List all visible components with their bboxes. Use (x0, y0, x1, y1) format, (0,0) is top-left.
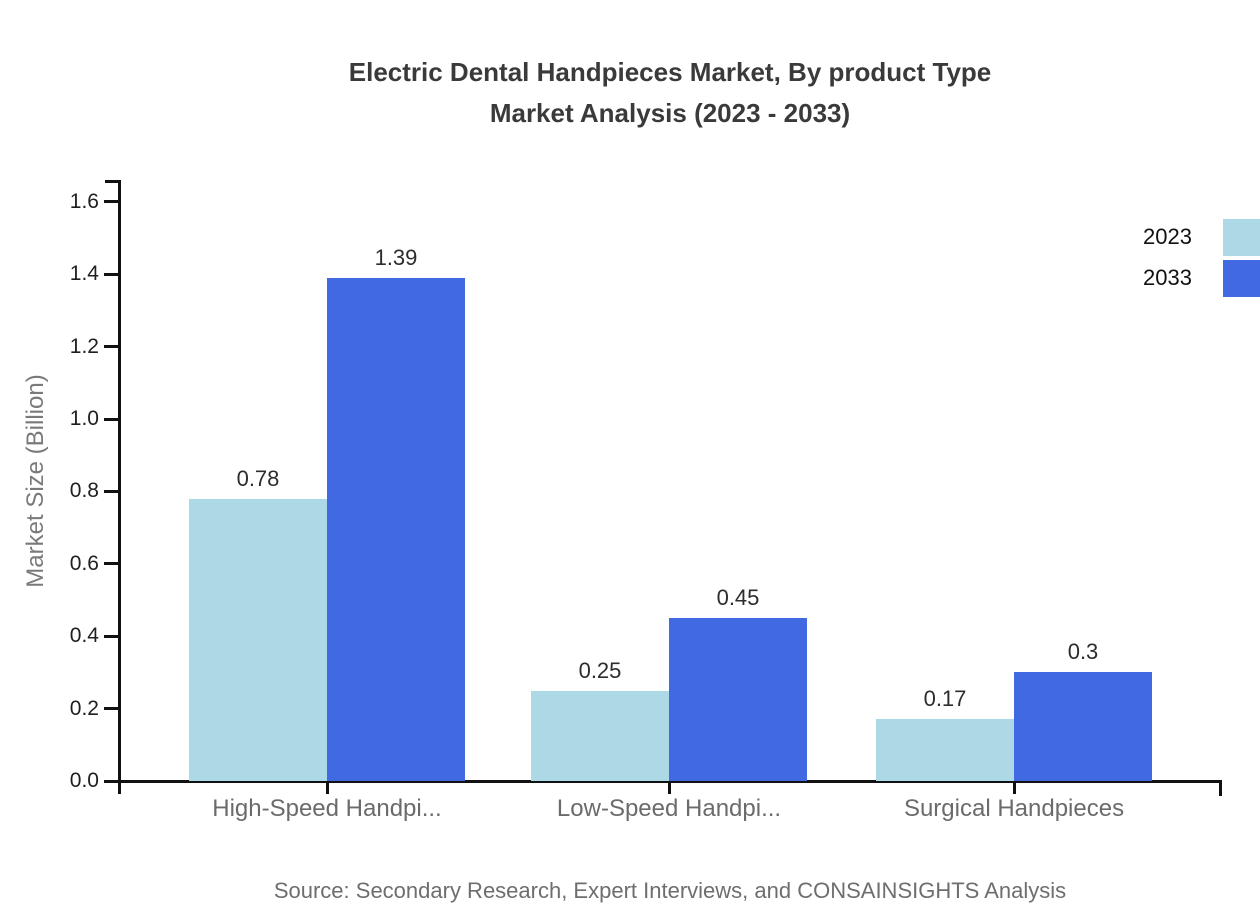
y-tick (104, 417, 120, 421)
bar-value-label: 0.45 (716, 585, 760, 611)
y-tick (104, 634, 120, 638)
bar-value-label: 0.25 (578, 657, 622, 683)
x-category-label: High-Speed Handpi... (212, 795, 442, 822)
x-tick (667, 781, 671, 794)
chart-title-line1: Electric Dental Handpieces Market, By pr… (348, 57, 992, 87)
y-tick-label: 0.4 (69, 624, 99, 648)
chart-title-line2: Market Analysis (2023 - 2033) (489, 98, 851, 128)
bar-2023-2 (531, 690, 669, 781)
bar-value-label: 1.39 (374, 244, 418, 270)
y-tick-label: 0.6 (69, 551, 99, 575)
bar-2023-3 (876, 719, 1014, 781)
bar-2023-1 (189, 498, 327, 781)
source-note: Source: Secondary Research, Expert Inter… (273, 878, 1067, 903)
x-category-label: Low-Speed Handpi... (556, 795, 782, 822)
bar-2033-3 (1014, 672, 1152, 781)
legend-swatch-2023 (1223, 219, 1260, 256)
x-tick (325, 781, 329, 794)
y-axis-end-tick (105, 180, 121, 183)
y-tick-label: 0.2 (69, 696, 99, 720)
y-axis-line (118, 180, 121, 794)
x-axis-end-tick (1219, 781, 1222, 796)
y-tick (104, 489, 120, 493)
y-tick-label: 1.6 (69, 189, 99, 213)
legend-label-2023: 2023 (1143, 224, 1192, 249)
y-tick-label: 0.0 (69, 769, 99, 792)
chart-title: Electric Dental Handpieces Market, By pr… (349, 52, 991, 134)
y-tick (104, 272, 120, 276)
bar-2033-2 (669, 618, 807, 781)
y-tick (104, 707, 120, 711)
legend-swatch-2033 (1223, 260, 1260, 297)
y-tick-label: 1.4 (69, 262, 99, 286)
x-category-label: Surgical Handpieces (903, 795, 1125, 822)
x-tick (1012, 781, 1016, 794)
bar-value-label: 0.78 (236, 465, 280, 491)
legend-label-2033: 2033 (1143, 265, 1192, 290)
y-tick-label: 1.2 (69, 334, 99, 358)
bar-value-label: 0.17 (923, 686, 967, 712)
y-tick-label: 1.0 (69, 407, 99, 430)
y-tick (104, 562, 120, 566)
y-tick (104, 779, 120, 783)
y-tick (104, 345, 120, 349)
y-tick (104, 200, 120, 204)
bar-2033-1 (327, 277, 465, 781)
bar-value-label: 0.3 (1067, 639, 1099, 665)
y-tick-label: 0.8 (69, 479, 99, 503)
